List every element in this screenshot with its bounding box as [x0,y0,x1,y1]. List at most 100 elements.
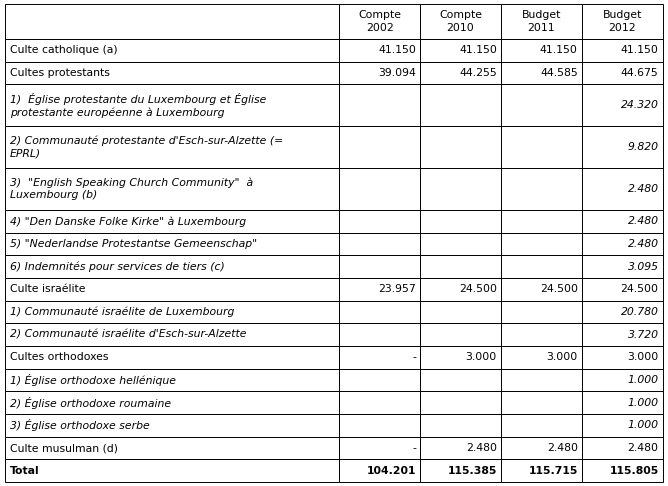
Bar [582,346,663,369]
Bar [339,62,420,85]
Bar [582,210,663,233]
Text: 5) "Nederlandse Protestantse Gemeenschap": 5) "Nederlandse Protestantse Gemeenschap… [10,239,257,249]
Text: 2.480: 2.480 [547,443,578,453]
Text: 3.000: 3.000 [546,352,578,363]
Bar [5,256,339,278]
Text: 4) "Den Danske Folke Kirke" à Luxembourg: 4) "Den Danske Folke Kirke" à Luxembourg [10,216,246,226]
Text: Total: Total [10,466,39,476]
Text: Budget
2012: Budget 2012 [603,10,642,33]
Bar [501,126,582,168]
Bar [5,346,339,369]
Bar [582,256,663,278]
Bar [501,324,582,346]
Bar [501,391,582,414]
Bar [5,278,339,301]
Text: 41.150: 41.150 [459,45,497,55]
Text: 3) Église orthodoxe serbe: 3) Église orthodoxe serbe [10,419,150,432]
Text: Culte catholique (a): Culte catholique (a) [10,45,118,55]
Bar [501,437,582,459]
Bar [420,168,501,210]
Bar [339,459,420,482]
Text: 115.715: 115.715 [528,466,578,476]
Text: 23.957: 23.957 [378,284,416,295]
Bar [420,414,501,437]
Bar [339,168,420,210]
Bar [501,62,582,85]
Text: 1) Église orthodoxe hellénique: 1) Église orthodoxe hellénique [10,374,176,386]
Bar [420,437,501,459]
Bar [501,85,582,126]
Bar [339,39,420,62]
Text: 44.255: 44.255 [459,68,497,78]
Bar [582,85,663,126]
Bar [5,369,339,391]
Bar [501,301,582,324]
Bar [420,324,501,346]
Bar [582,414,663,437]
Text: -: - [412,443,416,453]
Text: 3)  "English Speaking Church Community"  à
Luxembourg (b): 3) "English Speaking Church Community" à… [10,178,253,200]
Bar [339,85,420,126]
Bar [420,210,501,233]
Bar [501,414,582,437]
Bar [5,62,339,85]
Bar [582,62,663,85]
Bar [5,437,339,459]
Bar [501,459,582,482]
Text: -: - [412,352,416,363]
Bar [501,39,582,62]
Text: 2.480: 2.480 [628,184,659,194]
Bar [582,126,663,168]
Bar [420,391,501,414]
Bar [5,459,339,482]
Bar [5,39,339,62]
Bar [5,233,339,256]
Text: 24.500: 24.500 [540,284,578,295]
Text: Compte
2010: Compte 2010 [439,10,482,33]
Text: Compte
2002: Compte 2002 [358,10,401,33]
Bar [420,62,501,85]
Bar [5,414,339,437]
Bar [5,301,339,324]
Bar [339,324,420,346]
Text: 41.150: 41.150 [378,45,416,55]
Bar [582,459,663,482]
Text: 20.780: 20.780 [621,307,659,317]
Bar [5,4,339,39]
Bar [501,233,582,256]
Bar [339,278,420,301]
Bar [582,324,663,346]
Bar [501,256,582,278]
Text: 1.000: 1.000 [628,420,659,431]
Text: 3.720: 3.720 [628,330,659,340]
Bar [420,301,501,324]
Bar [582,301,663,324]
Text: 44.585: 44.585 [540,68,578,78]
Text: 2.480: 2.480 [466,443,497,453]
Text: 3.000: 3.000 [627,352,659,363]
Text: 1) Communauté israélite de Luxembourg: 1) Communauté israélite de Luxembourg [10,307,234,317]
Bar [582,278,663,301]
Bar [582,4,663,39]
Bar [420,346,501,369]
Bar [501,278,582,301]
Bar [339,391,420,414]
Bar [501,369,582,391]
Text: 2.480: 2.480 [628,443,659,453]
Text: 2) Église orthodoxe roumaine: 2) Église orthodoxe roumaine [10,397,171,409]
Bar [582,369,663,391]
Text: Budget
2011: Budget 2011 [522,10,561,33]
Bar [5,324,339,346]
Bar [420,4,501,39]
Text: 41.150: 41.150 [621,45,659,55]
Bar [339,369,420,391]
Text: Culte musulman (d): Culte musulman (d) [10,443,118,453]
Bar [339,126,420,168]
Text: 39.094: 39.094 [378,68,416,78]
Bar [582,233,663,256]
Bar [420,85,501,126]
Text: 9.820: 9.820 [628,142,659,152]
Bar [420,459,501,482]
Bar [501,346,582,369]
Text: 44.675: 44.675 [621,68,659,78]
